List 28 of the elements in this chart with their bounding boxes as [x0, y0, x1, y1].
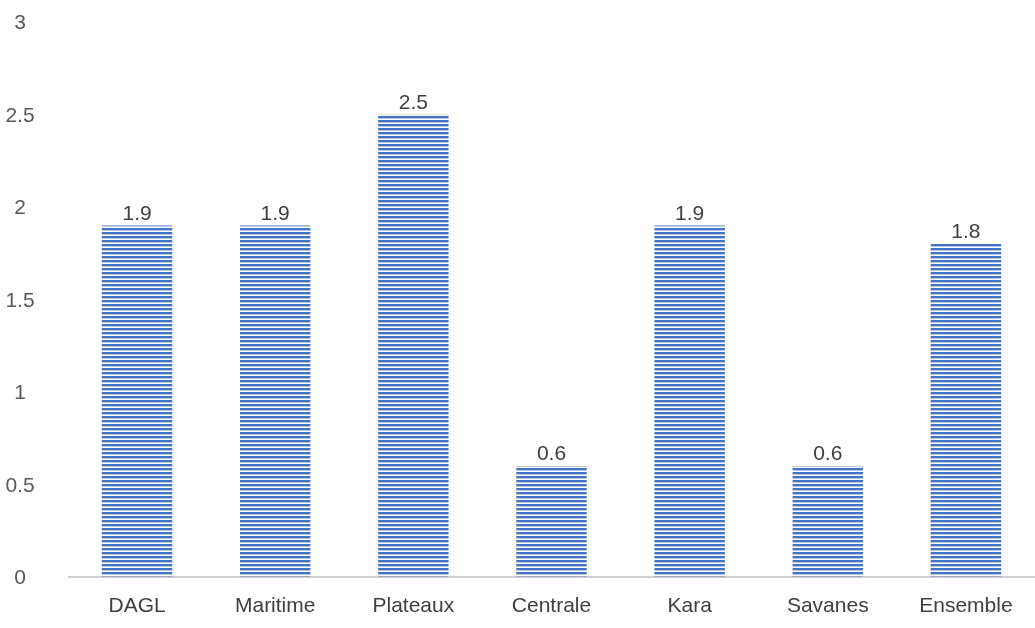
bar: [516, 466, 587, 577]
y-tick-label: 2: [14, 195, 26, 219]
data-label: 1.9: [122, 200, 152, 224]
x-tick-label: Ensemble: [919, 593, 1013, 616]
y-tick-label: 1: [14, 380, 26, 404]
data-label: 2.5: [398, 89, 428, 113]
x-tick-label: DAGL: [108, 593, 166, 616]
x-tick-label: Plateaux: [372, 593, 455, 616]
y-tick-label: 2.5: [5, 102, 35, 126]
data-label: 1.9: [675, 200, 705, 224]
y-tick-label: 0: [14, 565, 26, 589]
bar: [378, 114, 449, 577]
data-label: 1.8: [951, 219, 981, 242]
x-tick-label: Centrale: [511, 593, 592, 616]
y-tick-label: 1.5: [5, 287, 35, 311]
bar: [792, 466, 864, 577]
y-tick-label: 3: [14, 10, 26, 34]
data-label: 1.9: [260, 200, 290, 224]
x-tick-label: Savanes: [786, 593, 869, 616]
data-label: 0.6: [536, 441, 567, 464]
x-tick-label: Maritime: [234, 593, 316, 616]
y-tick-label: 0.5: [5, 472, 35, 496]
bar: [239, 225, 311, 577]
bar: [101, 225, 173, 577]
data-label: 0.6: [813, 441, 843, 464]
x-tick-label: Kara: [667, 593, 713, 616]
bar: [930, 244, 1002, 577]
bar: [654, 225, 725, 577]
